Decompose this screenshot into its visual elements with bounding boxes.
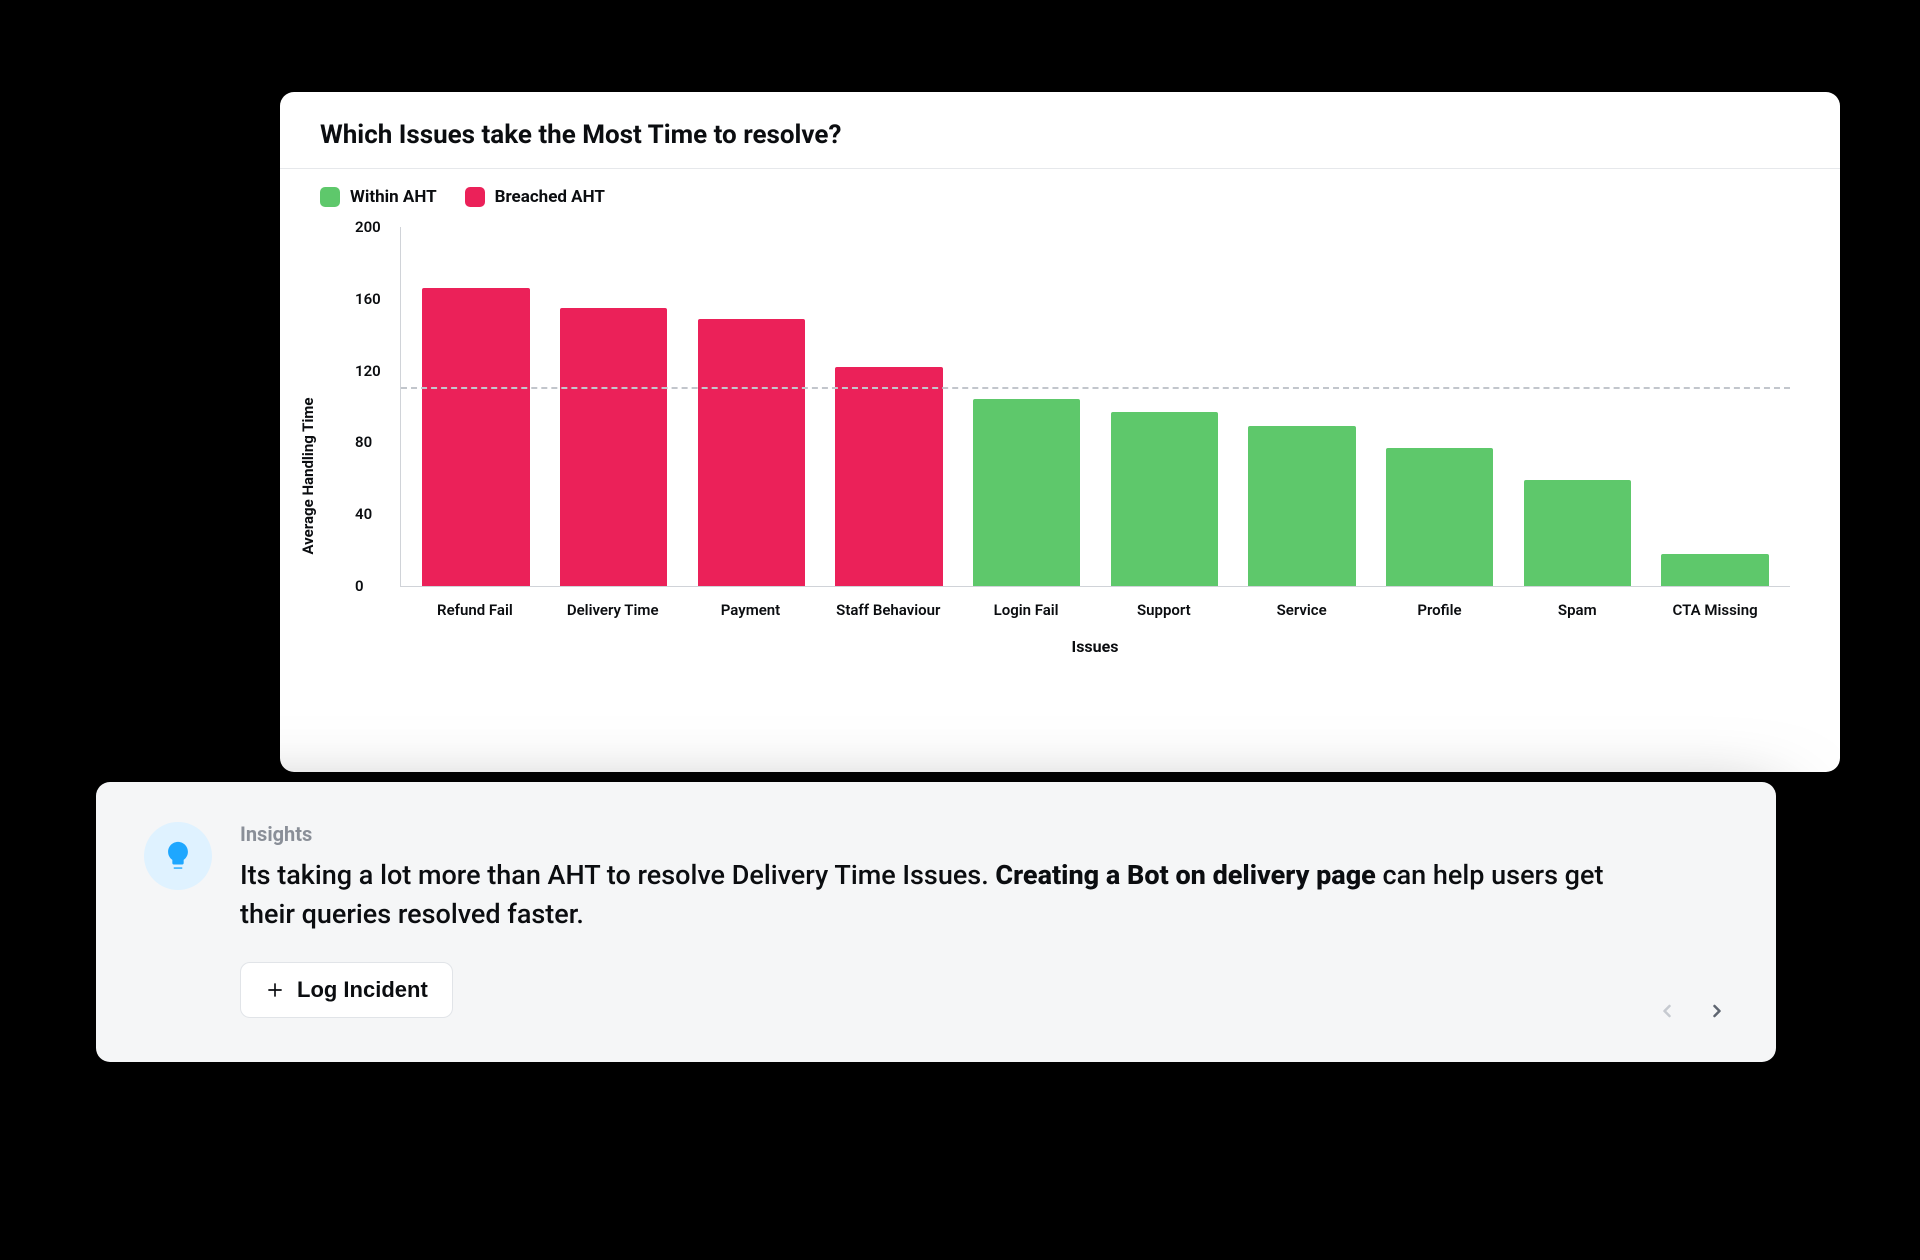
insights-text: Its taking a lot more than AHT to resolv… xyxy=(240,856,1620,934)
divider xyxy=(280,168,1840,169)
chevron-left-icon xyxy=(1657,1001,1677,1021)
insights-nav xyxy=(1652,996,1732,1026)
legend-label-within: Within AHT xyxy=(350,187,437,207)
bar-slot xyxy=(1509,227,1647,586)
bar xyxy=(422,288,529,586)
insights-card: Insights Its taking a lot more than AHT … xyxy=(96,782,1776,1062)
x-tick-label: Payment xyxy=(682,601,820,619)
bar xyxy=(1111,412,1218,586)
bar-slot xyxy=(1371,227,1509,586)
bar-slot xyxy=(682,227,820,586)
bar-slot xyxy=(1233,227,1371,586)
bar-slot xyxy=(407,227,545,586)
x-axis-label: Issues xyxy=(400,637,1790,656)
chart-title: Which Issues take the Most Time to resol… xyxy=(320,120,1800,150)
chart-bars xyxy=(401,227,1790,586)
legend-item-breached: Breached AHT xyxy=(465,187,605,207)
y-axis-label: Average Handling Time xyxy=(299,397,317,554)
bar-slot xyxy=(820,227,958,586)
y-tick: 80 xyxy=(355,433,372,451)
insights-icon-circle xyxy=(144,822,212,890)
chart-legend: Within AHT Breached AHT xyxy=(320,187,1800,207)
legend-item-within: Within AHT xyxy=(320,187,437,207)
bar xyxy=(1661,554,1768,586)
legend-label-breached: Breached AHT xyxy=(495,187,605,207)
bar-slot xyxy=(545,227,683,586)
plus-icon xyxy=(265,980,285,1000)
log-incident-button[interactable]: Log Incident xyxy=(240,962,453,1018)
insights-body: Insights Its taking a lot more than AHT … xyxy=(240,822,1728,1018)
y-tick: 120 xyxy=(355,362,381,380)
prev-arrow-button[interactable] xyxy=(1652,996,1682,1026)
insights-text-bold: Creating a Bot on delivery page xyxy=(995,859,1375,891)
x-tick-label: Delivery Time xyxy=(544,601,682,619)
legend-swatch-breached xyxy=(465,187,485,207)
lightbulb-icon xyxy=(161,839,195,873)
x-tick-label: CTA Missing xyxy=(1646,601,1784,619)
bar xyxy=(1386,448,1493,586)
insights-heading: Insights xyxy=(240,822,1728,846)
next-arrow-button[interactable] xyxy=(1702,996,1732,1026)
x-tick-label: Spam xyxy=(1508,601,1646,619)
bar-slot xyxy=(958,227,1096,586)
log-incident-label: Log Incident xyxy=(297,977,428,1003)
bar-slot xyxy=(1646,227,1784,586)
x-tick-label: Staff Behaviour xyxy=(819,601,957,619)
bar xyxy=(698,319,805,586)
x-tick-label: Service xyxy=(1233,601,1371,619)
bar xyxy=(973,399,1080,586)
bar xyxy=(560,308,667,586)
chart-area: Average Handling Time 04080120160200 Ref… xyxy=(320,227,1800,707)
bar-slot xyxy=(1096,227,1234,586)
chevron-right-icon xyxy=(1707,1001,1727,1021)
y-tick: 160 xyxy=(355,290,381,308)
y-tick: 0 xyxy=(355,577,364,595)
x-tick-label: Login Fail xyxy=(957,601,1095,619)
y-tick: 200 xyxy=(355,218,381,236)
x-tick-label: Support xyxy=(1095,601,1233,619)
chart-plot: 04080120160200 xyxy=(400,227,1790,587)
chart-card: Which Issues take the Most Time to resol… xyxy=(280,92,1840,772)
bar xyxy=(1524,480,1631,586)
y-tick: 40 xyxy=(355,505,372,523)
insights-text-prefix: Its taking a lot more than AHT to resolv… xyxy=(240,859,995,891)
legend-swatch-within xyxy=(320,187,340,207)
x-axis-labels: Refund FailDelivery TimePaymentStaff Beh… xyxy=(400,587,1790,619)
bar xyxy=(1248,426,1355,586)
threshold-line xyxy=(401,387,1790,389)
x-tick-label: Profile xyxy=(1371,601,1509,619)
x-tick-label: Refund Fail xyxy=(406,601,544,619)
bar xyxy=(835,367,942,586)
